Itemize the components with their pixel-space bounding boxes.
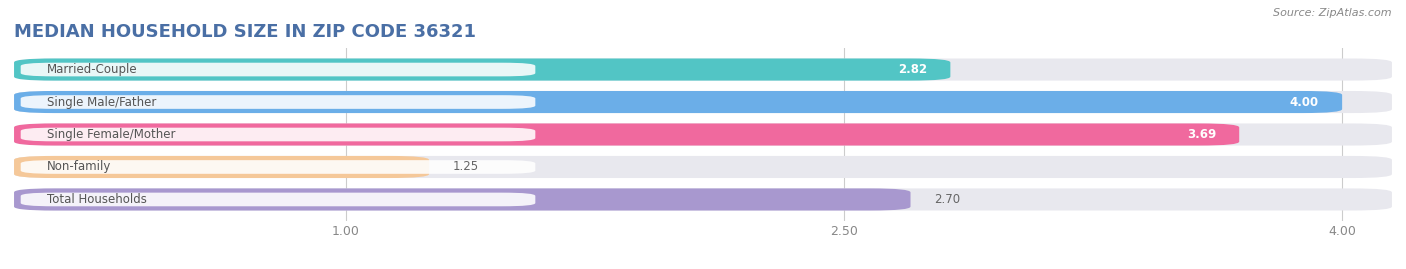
FancyBboxPatch shape bbox=[21, 63, 536, 76]
FancyBboxPatch shape bbox=[21, 95, 536, 109]
FancyBboxPatch shape bbox=[14, 188, 1392, 211]
FancyBboxPatch shape bbox=[21, 128, 536, 141]
FancyBboxPatch shape bbox=[14, 58, 950, 81]
FancyBboxPatch shape bbox=[21, 160, 536, 174]
FancyBboxPatch shape bbox=[14, 156, 429, 178]
Text: Single Male/Father: Single Male/Father bbox=[48, 95, 156, 108]
Text: 3.69: 3.69 bbox=[1187, 128, 1216, 141]
Text: 2.70: 2.70 bbox=[934, 193, 960, 206]
Text: Single Female/Mother: Single Female/Mother bbox=[48, 128, 176, 141]
FancyBboxPatch shape bbox=[14, 91, 1343, 113]
Text: MEDIAN HOUSEHOLD SIZE IN ZIP CODE 36321: MEDIAN HOUSEHOLD SIZE IN ZIP CODE 36321 bbox=[14, 23, 477, 41]
Text: 2.82: 2.82 bbox=[898, 63, 927, 76]
Text: 4.00: 4.00 bbox=[1289, 95, 1319, 108]
FancyBboxPatch shape bbox=[14, 188, 911, 211]
Text: Source: ZipAtlas.com: Source: ZipAtlas.com bbox=[1274, 8, 1392, 18]
FancyBboxPatch shape bbox=[14, 156, 1392, 178]
FancyBboxPatch shape bbox=[21, 193, 536, 206]
Text: Total Households: Total Households bbox=[48, 193, 148, 206]
FancyBboxPatch shape bbox=[14, 91, 1392, 113]
FancyBboxPatch shape bbox=[14, 58, 1392, 81]
Text: Married-Couple: Married-Couple bbox=[48, 63, 138, 76]
FancyBboxPatch shape bbox=[14, 123, 1239, 146]
FancyBboxPatch shape bbox=[14, 123, 1392, 146]
Text: Non-family: Non-family bbox=[48, 161, 111, 174]
Text: 1.25: 1.25 bbox=[453, 161, 478, 174]
